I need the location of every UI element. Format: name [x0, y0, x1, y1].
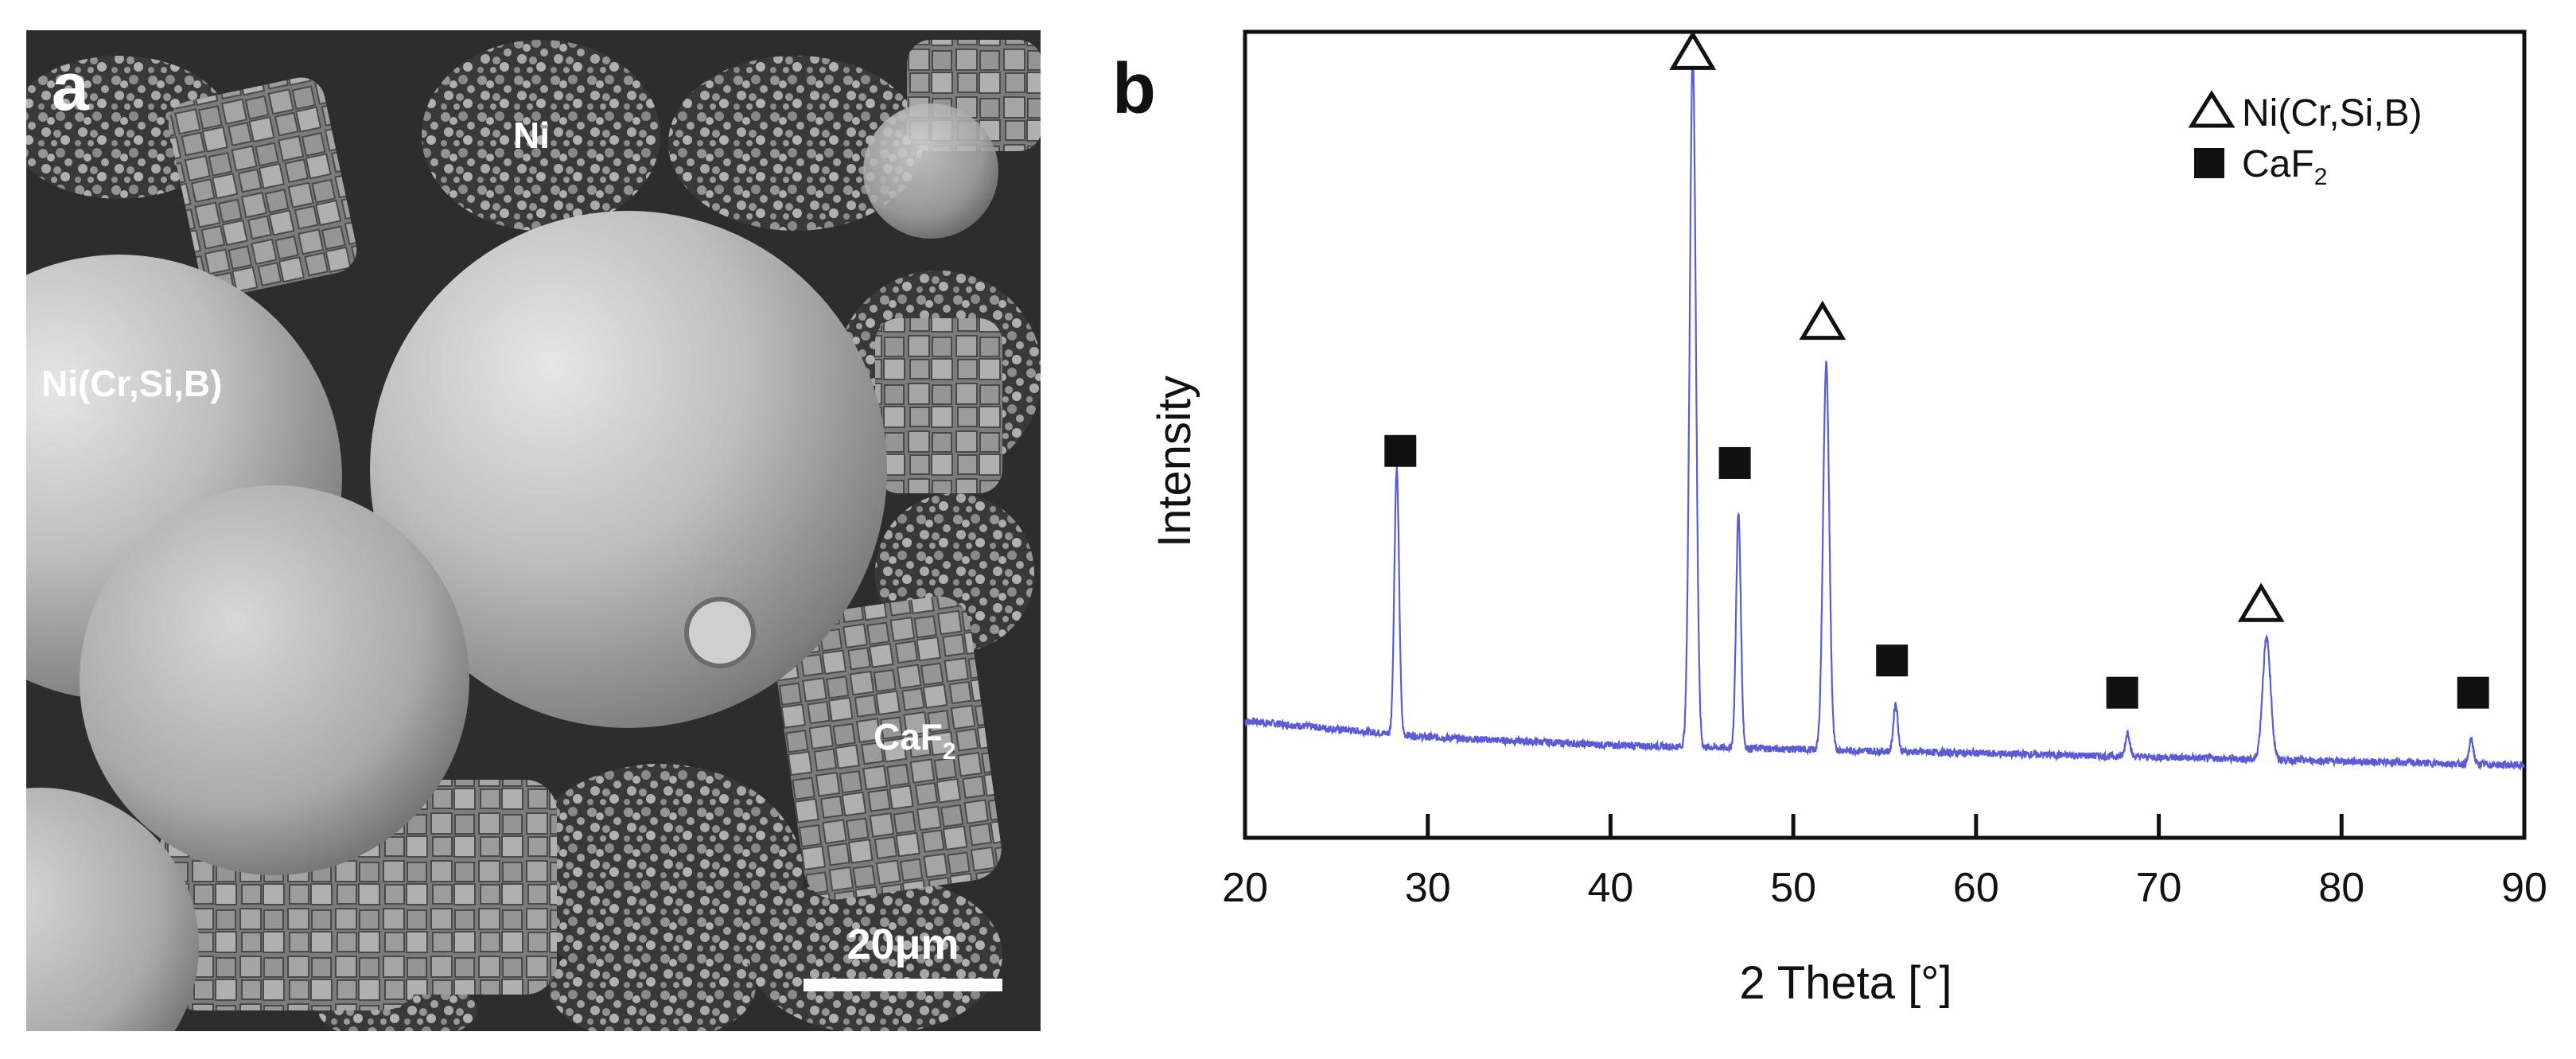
- panel-a-label: a: [52, 49, 90, 124]
- caf2-label: CaF2: [874, 716, 956, 765]
- ni-label: Ni: [513, 115, 550, 156]
- legend-label-ni-alloy: Ni(Cr,Si,B): [2242, 92, 2422, 134]
- x-tick-label: 20: [1222, 865, 1268, 911]
- caf2-label-base: CaF: [874, 716, 943, 757]
- plot-frame: [1243, 29, 2527, 840]
- panel-b-label: b: [1112, 49, 1156, 129]
- x-tick-label: 90: [2501, 865, 2547, 911]
- legend-square-icon: [2194, 148, 2224, 178]
- x-axis-ticks: 20 30 40 50 60 70 80 90: [1222, 814, 2547, 911]
- x-tick-label: 40: [1588, 865, 1634, 911]
- caf2-label-sub: 2: [943, 738, 956, 765]
- legend-label-caf2-base: CaF: [2242, 143, 2314, 185]
- legend-label-caf2-sub: 2: [2314, 164, 2328, 190]
- marker-caf2-square: [1876, 644, 1909, 677]
- marker-caf2-square: [2457, 676, 2489, 709]
- marker-caf2-square: [1718, 446, 1751, 479]
- x-tick-label: 50: [1770, 865, 1816, 911]
- y-axis-label: Intensity: [1149, 376, 1200, 547]
- ni-alloy-spheres: [26, 103, 998, 1031]
- marker-caf2-square: [2106, 676, 2138, 709]
- x-tick-label: 70: [2136, 865, 2182, 911]
- ni-powder-clusters: [26, 40, 1041, 1031]
- scale-bar-line: [804, 979, 1002, 991]
- phase-markers: [1384, 30, 2489, 709]
- scale-bar-text: 20μm: [846, 921, 959, 968]
- x-axis-label: 2 Theta [°]: [1739, 957, 1951, 1009]
- sem-micrograph-panel: a Ni Ni(Cr,Si,B) CaF2 20μm: [26, 30, 1041, 1031]
- marker-ni-alloy-triangle: [2237, 582, 2285, 622]
- ni-alloy-label: Ni(Cr,Si,B): [41, 363, 222, 404]
- legend-item-ni-alloy: Ni(Cr,Si,B): [2188, 90, 2422, 134]
- x-tick-label: 80: [2318, 865, 2364, 911]
- legend: Ni(Cr,Si,B) CaF2: [2188, 90, 2422, 190]
- x-tick-label: 30: [1405, 865, 1451, 911]
- marker-ni-alloy-triangle: [1669, 30, 1717, 70]
- legend-label-caf2: CaF2: [2242, 143, 2327, 190]
- micrograph-image: [26, 30, 1041, 1031]
- scale-bar: 20μm: [804, 921, 1002, 991]
- xrd-pattern-line: [1244, 52, 2525, 772]
- marker-caf2-square: [1384, 434, 1417, 467]
- x-tick-label: 60: [1953, 865, 1999, 911]
- xrd-trace-layer: [1244, 52, 2525, 772]
- legend-item-caf2: CaF2: [2194, 143, 2327, 190]
- legend-triangle-icon: [2188, 90, 2236, 128]
- marker-ni-alloy-triangle: [1799, 300, 1846, 341]
